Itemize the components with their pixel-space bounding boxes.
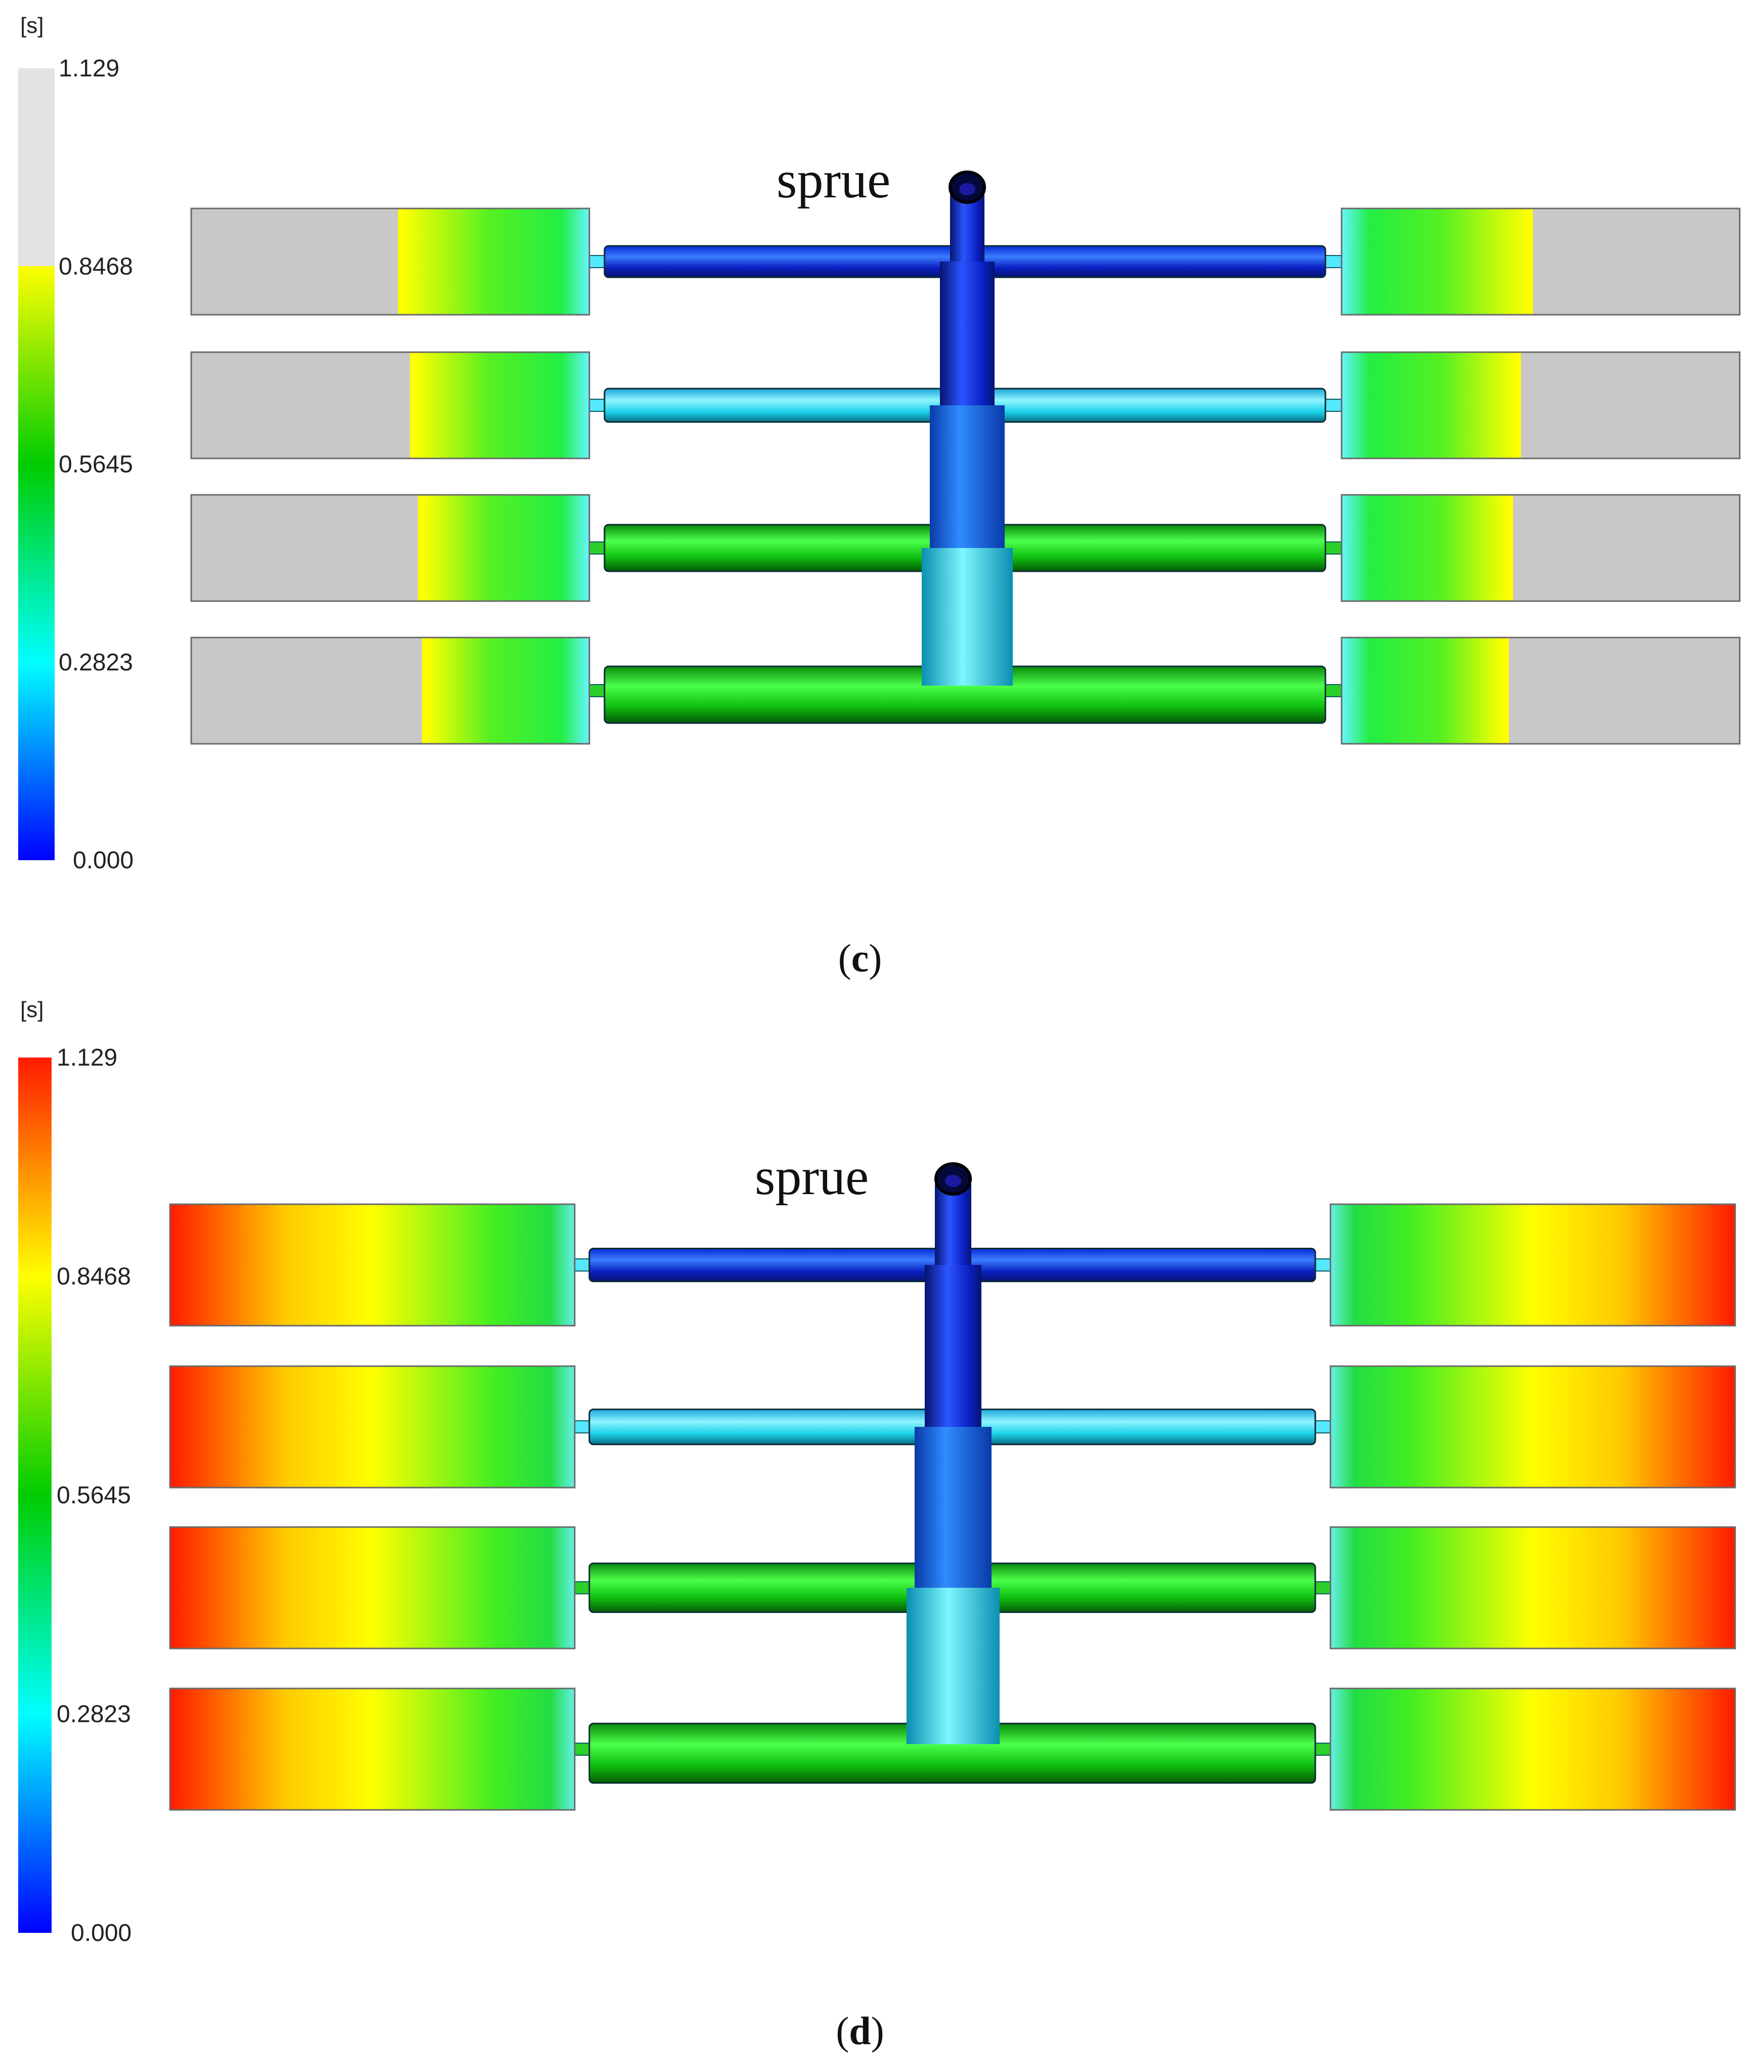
- cavity: [1341, 494, 1741, 602]
- caption-paren-close: ): [869, 936, 882, 980]
- cavity: [1329, 1365, 1736, 1489]
- scale-tick-label: 0.2823: [59, 649, 133, 676]
- sprue-segment: [922, 548, 1013, 686]
- gate: [1324, 541, 1342, 555]
- sprue-segment: [915, 1427, 992, 1588]
- scale-unit-label: [s]: [20, 13, 44, 38]
- scale-tick-label: 0.000: [71, 1920, 132, 1947]
- panel-c: [s] 1.129 0.8468 0.5645 0.2823 0.000 sprue (c): [18, 13, 1741, 980]
- scale-tick-label: 0.8468: [59, 253, 133, 280]
- gate: [573, 1581, 591, 1594]
- cavity: [169, 1365, 576, 1489]
- cavity: [190, 494, 590, 602]
- panel-caption: (d): [836, 2009, 884, 2053]
- sprue-segment: [925, 1265, 981, 1427]
- caption-letter: d: [849, 2009, 871, 2053]
- panel-d: [s] 1.129 0.8468 0.5645 0.2823 0.000 sprue (d): [18, 997, 1736, 2053]
- cavity: [190, 637, 590, 745]
- cavity: [1341, 637, 1741, 745]
- sprue-label: sprue: [777, 151, 890, 209]
- cavity: [1341, 207, 1741, 316]
- scale-tick-label: 1.129: [57, 1044, 117, 1071]
- cavity: [190, 351, 590, 459]
- sprue-segment: [930, 405, 1005, 548]
- sprue-inlet-core: [959, 183, 975, 195]
- sprue-segment: [907, 1588, 1000, 1744]
- gate: [573, 1743, 591, 1756]
- gate: [1324, 399, 1342, 412]
- scale-tick-label: 0.5645: [57, 1482, 131, 1509]
- gate: [588, 541, 606, 555]
- gate: [588, 399, 606, 412]
- scale-tick-label: 1.129: [59, 55, 119, 82]
- panel-caption: (c): [838, 936, 882, 980]
- caption-paren-open: (: [836, 2009, 849, 2053]
- cavity: [1329, 1687, 1736, 1811]
- cavity: [169, 1526, 576, 1650]
- cavity: [1341, 351, 1741, 459]
- caption-paren-close: ): [871, 2009, 884, 2053]
- scale-tick-label: 0.2823: [57, 1701, 131, 1728]
- sprue-label: sprue: [755, 1148, 869, 1206]
- caption-letter: c: [851, 936, 869, 980]
- gate: [573, 1420, 591, 1433]
- gate: [1314, 1743, 1332, 1756]
- cavity: [190, 207, 590, 316]
- scale-tick-label: 0.8468: [57, 1263, 131, 1290]
- scale-unit-label: [s]: [20, 997, 44, 1022]
- cavity: [169, 1203, 576, 1327]
- scale-tick-label: 0.5645: [59, 451, 133, 478]
- scale-tick-label: 0.000: [73, 847, 134, 874]
- cavity: [1329, 1526, 1736, 1650]
- gate: [1314, 1420, 1332, 1433]
- gate: [573, 1258, 591, 1272]
- gate: [1324, 684, 1342, 697]
- color-scale-bar: [18, 1058, 52, 1933]
- gate: [1324, 255, 1342, 268]
- cavity: [169, 1687, 576, 1811]
- gate: [588, 684, 606, 697]
- gate: [588, 255, 606, 268]
- gate: [1314, 1258, 1332, 1272]
- sprue-segment: [935, 1184, 971, 1265]
- gate: [1314, 1581, 1332, 1594]
- caption-paren-open: (: [838, 936, 851, 980]
- sprue-segment: [940, 262, 995, 405]
- color-scale-bar: [18, 68, 55, 860]
- cavity: [1329, 1203, 1736, 1327]
- sprue-inlet-core: [945, 1175, 961, 1187]
